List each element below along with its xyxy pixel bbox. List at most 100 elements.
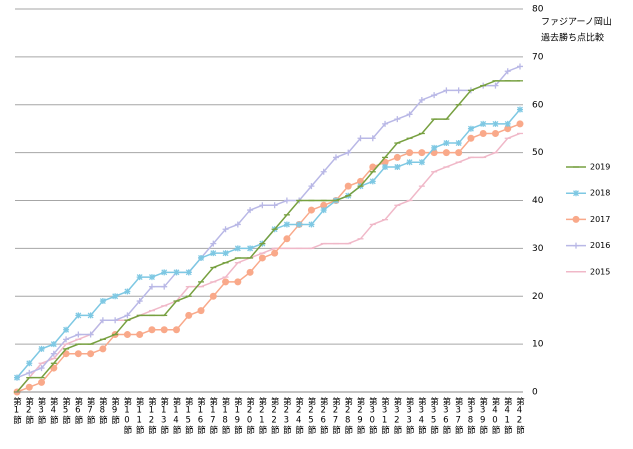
data-point <box>504 120 511 127</box>
data-point <box>87 312 94 319</box>
x-tick-label: 第40節 <box>490 396 500 435</box>
data-point <box>345 149 352 156</box>
data-point <box>394 163 401 170</box>
data-point <box>87 331 94 338</box>
x-tick-label: 第8節 <box>97 396 107 425</box>
data-point <box>161 283 168 290</box>
y-tick-label: 80 <box>532 5 544 15</box>
data-point <box>307 206 315 214</box>
data-point <box>296 221 303 228</box>
data-point <box>161 269 168 276</box>
x-tick-label: 第38節 <box>465 396 475 435</box>
data-point <box>234 278 242 286</box>
y-tick-label: 20 <box>532 292 544 302</box>
x-tick-label: 第26節 <box>318 396 328 435</box>
x-tick-label: 第27節 <box>330 396 340 435</box>
data-point <box>38 345 45 352</box>
x-tick-label: 第3節 <box>36 396 46 425</box>
x-tick-label: 第7節 <box>85 396 95 425</box>
x-tick-label: 第28節 <box>343 396 353 435</box>
x-tick-label: 第23節 <box>281 396 291 435</box>
data-point <box>222 250 229 257</box>
data-point <box>418 159 425 166</box>
x-tick-label: 第32節 <box>392 396 402 435</box>
data-point <box>431 144 438 151</box>
data-point <box>308 221 315 228</box>
data-point <box>418 149 426 157</box>
data-point <box>148 274 155 281</box>
data-point <box>99 317 106 324</box>
legend-label: 2015 <box>590 267 610 276</box>
data-point <box>283 221 290 228</box>
data-point <box>491 129 499 137</box>
data-point <box>148 283 155 290</box>
data-point <box>492 120 499 127</box>
data-point <box>75 331 82 338</box>
data-point <box>308 183 315 190</box>
x-tick-label: 第17節 <box>208 396 218 435</box>
data-point <box>480 120 487 127</box>
data-point <box>443 140 450 147</box>
data-point <box>112 317 119 324</box>
x-tick-label: 第41節 <box>502 396 512 435</box>
data-point <box>14 374 20 381</box>
x-tick-label: 第15節 <box>183 396 193 435</box>
data-point <box>344 182 352 190</box>
data-point <box>357 135 364 142</box>
x-tick-label: 第12節 <box>146 396 156 435</box>
data-point <box>26 360 33 367</box>
data-point <box>25 383 33 391</box>
data-point <box>394 116 401 123</box>
data-point <box>492 82 499 89</box>
data-point <box>369 135 376 142</box>
legend-marker <box>573 190 579 197</box>
legend-label: 2016 <box>590 241 610 250</box>
data-point <box>136 298 143 305</box>
data-point <box>504 125 512 133</box>
data-point <box>442 149 450 157</box>
data-point <box>210 250 217 257</box>
legend-label: 2017 <box>590 215 610 224</box>
data-point <box>26 369 33 376</box>
y-tick-label: 70 <box>532 52 544 62</box>
data-point <box>455 87 462 94</box>
x-tick-label: 第42節 <box>515 396 525 435</box>
data-point <box>99 345 107 353</box>
data-point <box>406 149 414 157</box>
data-point <box>50 341 57 348</box>
data-point <box>283 235 291 243</box>
data-point <box>172 326 180 334</box>
data-point <box>185 311 193 319</box>
data-point <box>74 350 82 358</box>
series-line <box>16 80 520 393</box>
data-point <box>443 87 450 94</box>
x-tick-label: 第14節 <box>171 396 181 435</box>
x-tick-label: 第24節 <box>294 396 304 435</box>
x-tick-label: 第21節 <box>257 396 267 435</box>
data-point <box>209 292 217 300</box>
x-tick-label: 第25節 <box>306 396 316 435</box>
x-tick-label: 第11節 <box>134 396 144 435</box>
data-point <box>418 96 425 103</box>
data-point <box>393 153 401 161</box>
series-line <box>16 65 521 379</box>
data-point <box>516 120 524 128</box>
x-tick-label: 第39節 <box>478 396 488 435</box>
x-tick-label: 第18節 <box>220 396 230 435</box>
data-point <box>123 331 131 339</box>
x-tick-label: 第10節 <box>122 396 132 435</box>
x-tick-label: 第29節 <box>355 396 365 435</box>
x-tick-label: 第31節 <box>380 396 390 435</box>
x-tick-label: 第36節 <box>441 396 451 435</box>
y-tick-label: 10 <box>532 340 544 350</box>
data-point <box>382 163 389 170</box>
x-tick-label: 第35節 <box>429 396 439 435</box>
data-point <box>222 278 230 286</box>
data-point <box>320 207 327 214</box>
x-tick-label: 第33節 <box>404 396 414 435</box>
data-point <box>258 254 266 262</box>
y-tick-label: 60 <box>532 100 544 110</box>
data-point <box>136 331 144 339</box>
data-point <box>271 249 279 257</box>
